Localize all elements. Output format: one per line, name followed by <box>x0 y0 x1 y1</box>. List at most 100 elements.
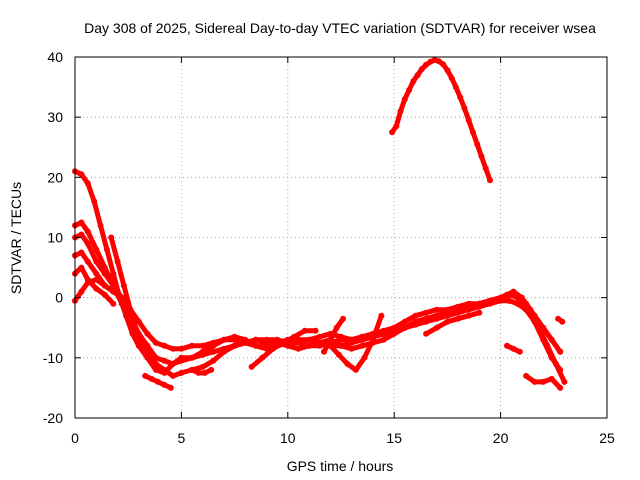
series-track-l <box>321 315 347 355</box>
data-point <box>110 282 117 289</box>
data-point <box>306 336 313 343</box>
data-point <box>178 369 185 376</box>
data-point <box>391 327 398 334</box>
data-point <box>455 315 461 322</box>
data-point <box>369 336 376 343</box>
data-point <box>316 339 323 346</box>
data-point <box>78 219 85 226</box>
data-point <box>135 318 142 325</box>
data-point <box>108 234 115 241</box>
data-point <box>333 324 340 331</box>
data-point <box>506 297 513 304</box>
data-point <box>506 291 513 298</box>
data-point <box>152 360 159 367</box>
data-point <box>440 61 447 68</box>
data-point <box>380 336 387 343</box>
data-point <box>559 318 566 325</box>
data-point <box>444 312 451 319</box>
data-point <box>78 288 85 295</box>
data-point <box>199 342 206 349</box>
data-point <box>406 87 413 94</box>
data-point <box>231 336 238 343</box>
data-point <box>103 246 110 253</box>
data-point <box>348 339 355 346</box>
data-point <box>93 246 100 253</box>
data-point <box>476 309 483 316</box>
data-point <box>316 333 323 340</box>
data-point <box>155 378 161 385</box>
data-point <box>248 363 255 370</box>
data-point <box>423 309 430 316</box>
data-point <box>380 330 387 337</box>
data-point <box>444 306 451 313</box>
data-point <box>169 372 176 379</box>
data-point <box>335 351 342 358</box>
data-point <box>444 318 451 325</box>
data-point <box>127 306 134 313</box>
data-point <box>455 309 461 316</box>
data-point <box>93 276 100 283</box>
data-point <box>401 318 408 325</box>
data-point <box>516 348 523 355</box>
data-point <box>401 324 408 331</box>
data-point <box>201 369 208 376</box>
data-point <box>84 228 91 235</box>
data-point <box>84 240 91 247</box>
data-point <box>280 339 287 346</box>
data-series-layer <box>72 57 568 391</box>
data-point <box>461 105 468 112</box>
data-point <box>523 372 530 379</box>
data-point <box>557 366 564 373</box>
data-point <box>110 288 117 295</box>
data-point <box>327 336 334 343</box>
series-track-o <box>523 372 564 391</box>
data-point <box>423 318 430 325</box>
series-track-k <box>327 312 385 373</box>
data-point <box>118 294 125 301</box>
data-point <box>195 369 202 376</box>
data-point <box>401 96 408 103</box>
series-track-p <box>555 315 566 325</box>
data-point <box>221 345 227 352</box>
data-point <box>135 330 142 337</box>
data-point <box>242 339 249 346</box>
data-point <box>465 117 472 124</box>
data-point <box>144 342 151 349</box>
data-point <box>97 222 104 229</box>
data-point <box>433 306 440 313</box>
data-point <box>423 330 430 337</box>
data-point <box>78 264 85 271</box>
series-trace <box>108 235 133 313</box>
data-point <box>78 171 85 178</box>
chart-title: Day 308 of 2025, Sidereal Day-to-day VTE… <box>84 20 596 36</box>
x-tick-label: 5 <box>178 430 186 446</box>
data-point <box>361 354 368 361</box>
x-tick-label: 25 <box>599 430 615 446</box>
data-point <box>465 306 472 313</box>
data-point <box>210 348 217 355</box>
data-point <box>338 342 344 349</box>
data-point <box>352 366 359 373</box>
data-point <box>161 342 168 349</box>
data-point <box>531 312 538 319</box>
data-point <box>465 300 472 307</box>
data-point <box>93 270 100 277</box>
data-point <box>423 61 430 68</box>
data-point <box>161 366 168 373</box>
data-point <box>548 336 555 343</box>
data-point <box>148 375 155 382</box>
data-point <box>504 342 510 349</box>
data-point <box>252 342 259 349</box>
data-point <box>418 66 425 72</box>
data-point <box>338 333 344 340</box>
grid-lines <box>75 57 607 418</box>
data-point <box>263 336 270 343</box>
data-point <box>152 354 159 361</box>
y-tick-label: 20 <box>47 169 63 185</box>
data-point <box>199 351 206 358</box>
data-point <box>78 231 85 238</box>
data-point <box>312 327 319 334</box>
data-point <box>142 372 149 379</box>
data-point <box>540 336 547 343</box>
y-tick-label: 10 <box>47 230 63 246</box>
